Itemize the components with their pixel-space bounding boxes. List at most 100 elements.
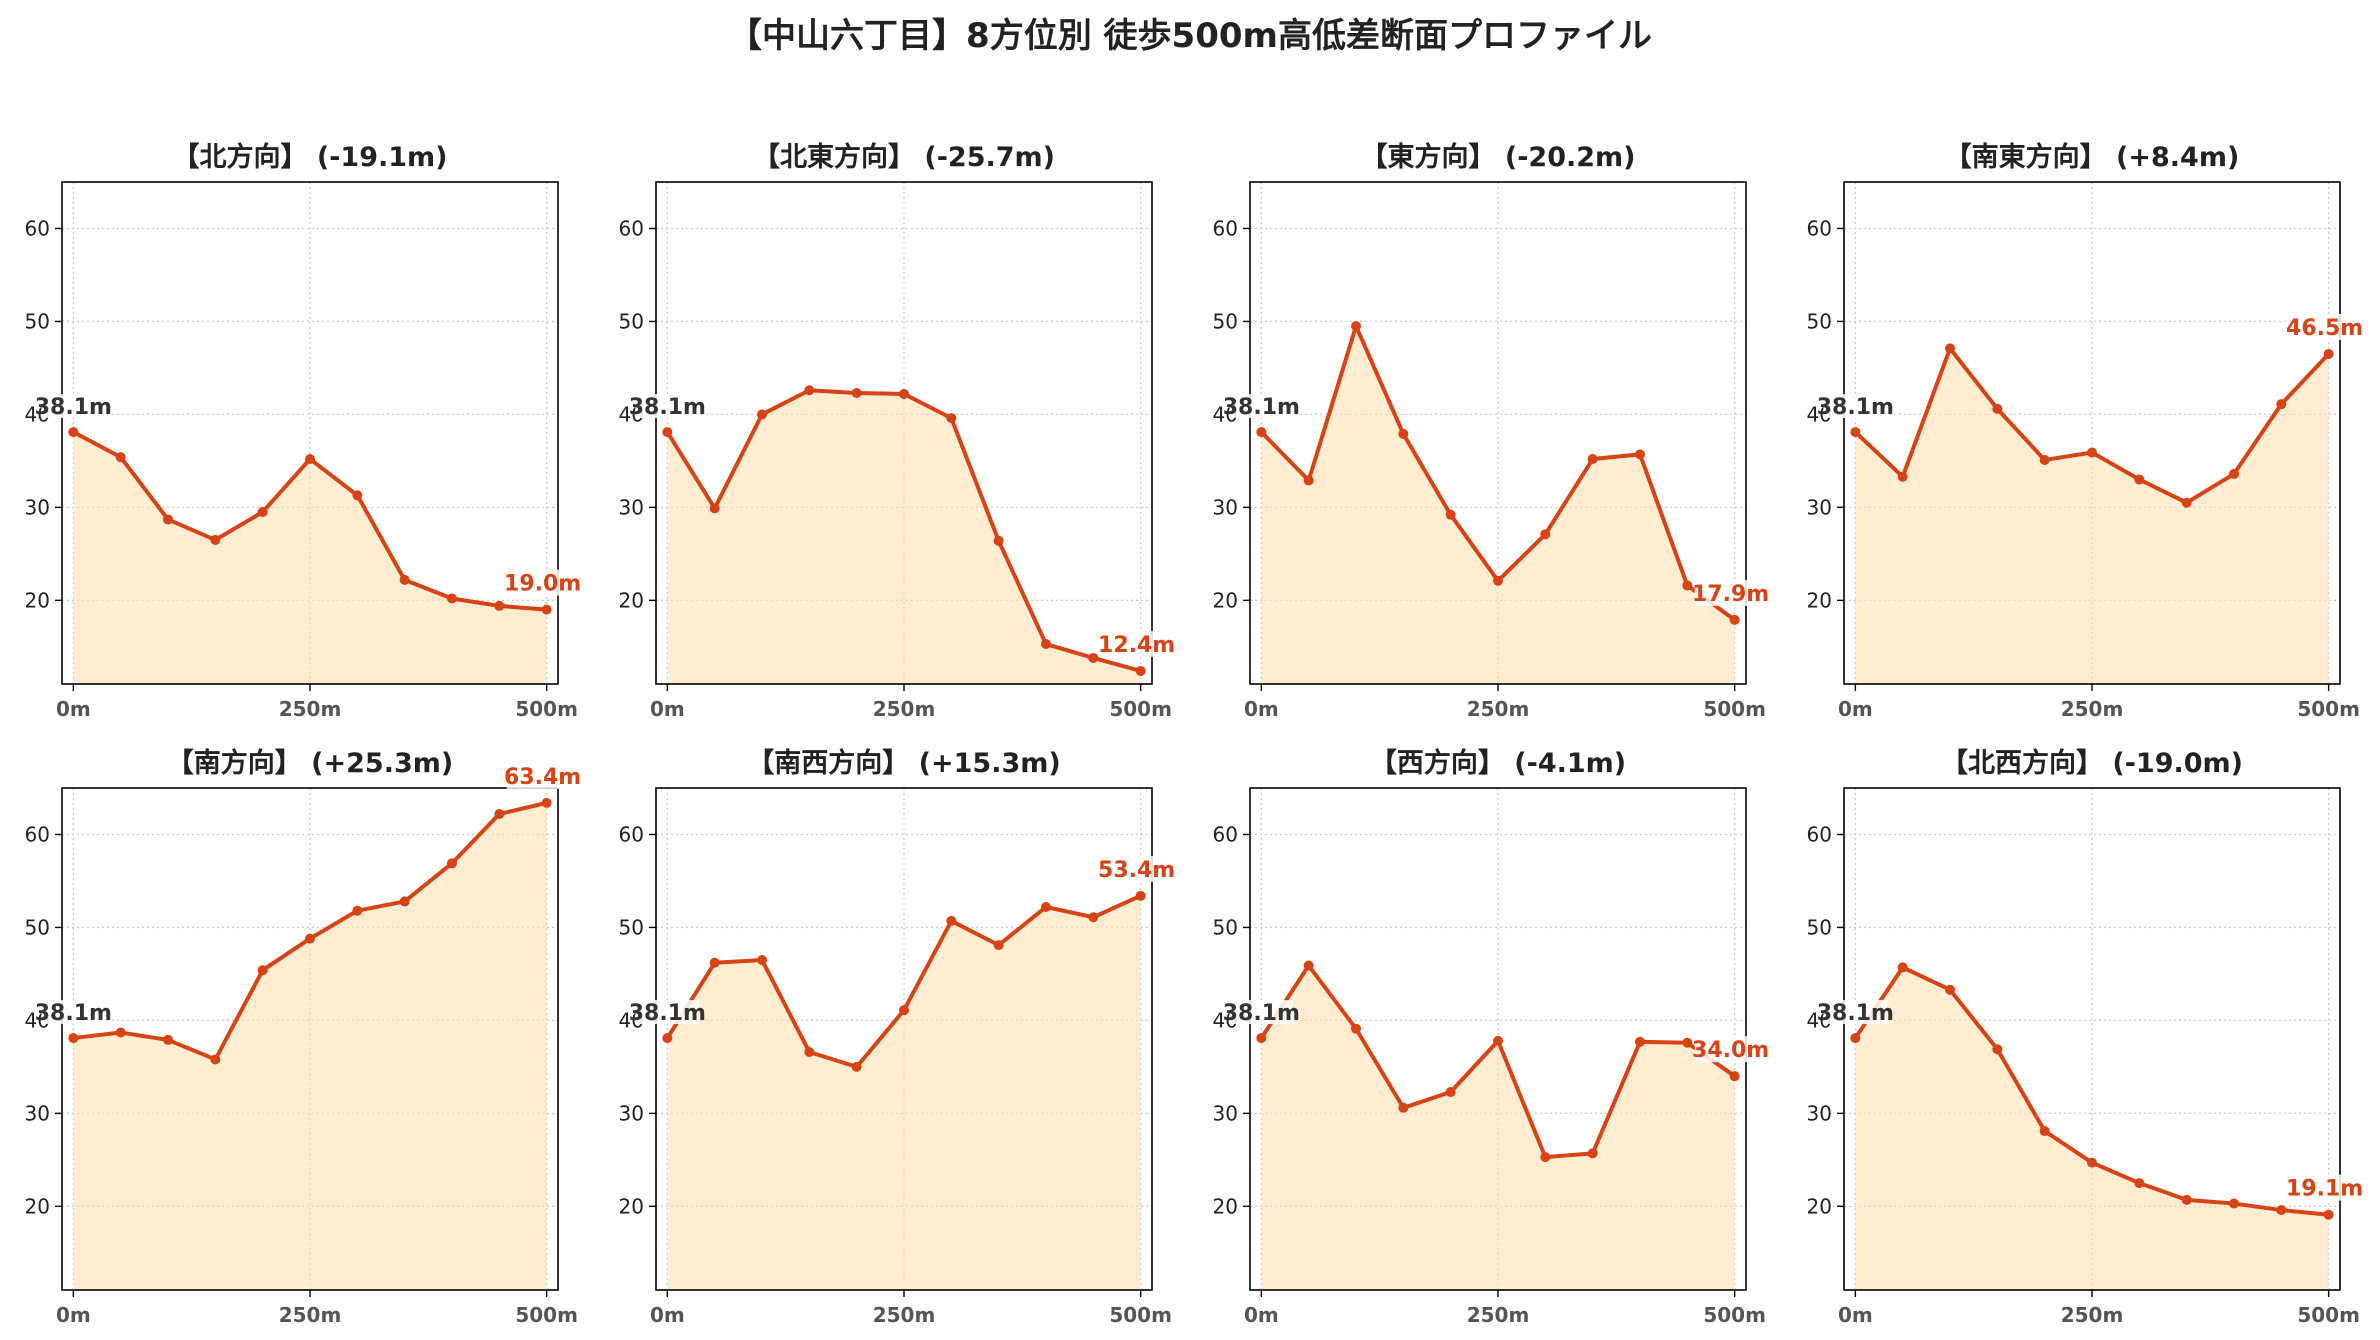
y-tick-label: 20 (1213, 1194, 1238, 1218)
x-tick-label: 0m (1838, 697, 1873, 721)
x-tick-label: 0m (1244, 697, 1279, 721)
data-point (1256, 1033, 1267, 1044)
x-tick-label: 500m (1109, 1303, 1172, 1327)
data-point (1351, 321, 1362, 332)
start-label: 38.1m (629, 1001, 706, 1026)
y-tick-label: 60 (619, 822, 644, 846)
y-tick-label: 50 (1213, 309, 1238, 333)
start-label: 38.1m (1817, 1001, 1894, 1026)
data-point (757, 954, 768, 965)
start-label-bg (1229, 1000, 1294, 1025)
data-point (899, 1005, 909, 1016)
data-point (2181, 1194, 2192, 1205)
x-tick-label: 0m (650, 1303, 685, 1327)
data-point (1992, 403, 2003, 414)
data-point (1634, 1036, 1645, 1047)
x-tick-label: 0m (650, 697, 685, 721)
data-point (993, 940, 1004, 951)
x-tick-label: 500m (2297, 1303, 2360, 1327)
end-label-bg (506, 569, 587, 596)
data-point (2228, 1198, 2239, 1209)
data-point (2087, 1157, 2097, 1168)
end-label-bg (1100, 855, 1181, 882)
y-tick-label: 50 (1807, 309, 1832, 333)
x-tick-label: 250m (2061, 1303, 2124, 1327)
panel-title: 【南西方向】 (+15.3m) (747, 747, 1060, 779)
area-fill (667, 895, 1141, 1290)
data-point (494, 809, 505, 820)
y-tick-label: 30 (1807, 1101, 1832, 1125)
data-point (946, 915, 957, 926)
y-tick-label: 30 (619, 1101, 644, 1125)
end-label: 19.0m (504, 572, 581, 597)
figure-title: 【中山六丁目】8方位別 徒歩500m高低差断面プロファイル (728, 16, 1652, 56)
start-label: 38.1m (35, 1001, 112, 1026)
data-point (541, 604, 552, 615)
y-tick-label: 20 (25, 588, 50, 612)
panel-title: 【南東方向】 (+8.4m) (1945, 141, 2240, 173)
start-label-bg (1823, 1000, 1888, 1025)
data-point (946, 413, 957, 424)
start-label-bg (1229, 394, 1294, 419)
area-fill (1855, 967, 2329, 1290)
data-point (662, 427, 673, 438)
data-point (1850, 1033, 1861, 1044)
data-point (2181, 497, 2192, 508)
end-label-bg (1100, 630, 1181, 657)
data-point (1729, 614, 1740, 625)
data-point (399, 574, 410, 585)
y-tick-label: 30 (619, 495, 644, 519)
x-tick-label: 0m (56, 697, 91, 721)
data-point (163, 1034, 174, 1045)
data-point (2228, 468, 2239, 479)
data-point (1587, 1148, 1598, 1159)
start-label-bg (635, 1000, 700, 1025)
x-tick-label: 500m (1703, 1303, 1766, 1327)
data-point (1256, 427, 1267, 438)
panel-title: 【西方向】 (-4.1m) (1370, 747, 1626, 779)
y-tick-label: 60 (1807, 216, 1832, 240)
data-point (305, 933, 315, 944)
start-label-bg (41, 1000, 106, 1025)
data-point (1398, 428, 1409, 439)
data-point (1682, 580, 1693, 591)
start-label: 38.1m (629, 395, 706, 420)
data-point (2323, 348, 2334, 359)
y-tick-label: 20 (1807, 1194, 1832, 1218)
data-point (115, 1027, 126, 1038)
x-tick-label: 500m (515, 1303, 578, 1327)
y-tick-label: 20 (619, 588, 644, 612)
data-point (1992, 1044, 2003, 1055)
data-point (210, 1054, 221, 1065)
data-point (804, 1047, 815, 1058)
y-tick-label: 60 (619, 216, 644, 240)
x-tick-label: 250m (1467, 1303, 1530, 1327)
data-point (1540, 1152, 1551, 1163)
data-point (1587, 454, 1598, 465)
data-point (446, 858, 457, 869)
data-point (68, 1033, 79, 1044)
data-point (709, 503, 720, 514)
area-fill (73, 802, 547, 1290)
y-tick-label: 50 (1213, 915, 1238, 939)
x-tick-label: 0m (1838, 1303, 1873, 1327)
data-point (899, 388, 909, 399)
y-tick-label: 50 (619, 309, 644, 333)
data-point (1040, 901, 1051, 912)
x-tick-label: 250m (873, 697, 936, 721)
end-label: 17.9m (1692, 582, 1769, 607)
x-tick-label: 250m (1467, 697, 1530, 721)
area-fill (1855, 348, 2329, 684)
y-tick-label: 50 (1807, 915, 1832, 939)
data-point (352, 905, 363, 916)
panel-title: 【東方向】 (-20.2m) (1360, 141, 1635, 173)
data-point (257, 965, 268, 976)
data-point (1897, 471, 1908, 482)
start-label: 38.1m (1223, 1001, 1300, 1026)
data-point (210, 534, 221, 545)
x-tick-label: 250m (2061, 697, 2124, 721)
data-point (352, 490, 363, 501)
